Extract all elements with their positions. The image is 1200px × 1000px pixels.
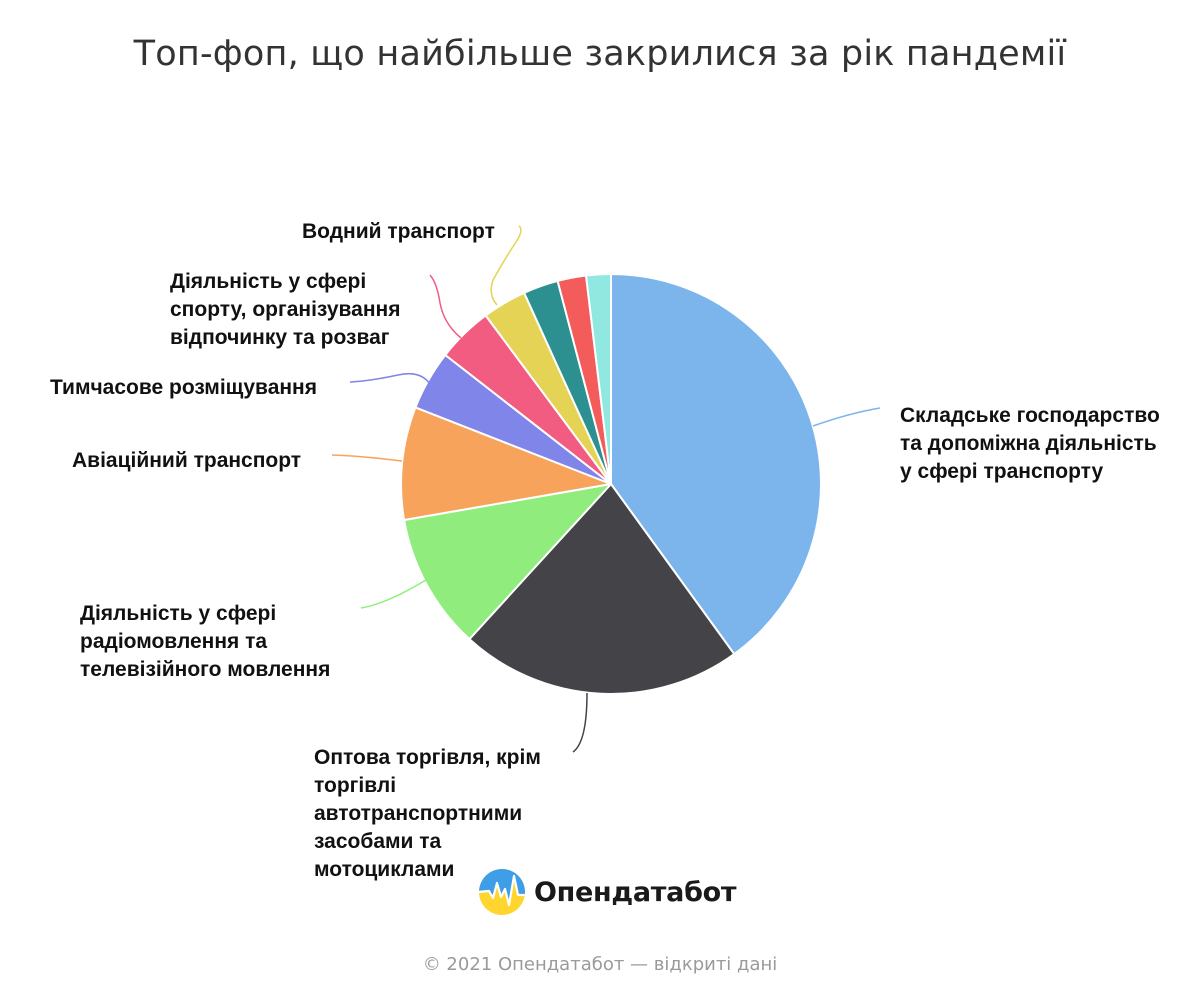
footer-credit: © 2021 Опендатабот — відкриті дані: [422, 954, 778, 975]
pie-slice-1: [468, 483, 736, 696]
pie-slice-9: [585, 273, 612, 485]
slice-label-3: Авіаційний транспорт: [72, 449, 301, 472]
slice-label-4: Тимчасове розміщування: [50, 376, 317, 399]
slice-label-6: Водний транспорт: [302, 220, 495, 243]
pie-slice-3: [400, 406, 612, 522]
label-connector-4: [349, 372, 431, 385]
chart-title: Топ-фоп, що найбільше закрилися за рік п…: [133, 34, 1067, 74]
label-connector-0: [812, 407, 881, 427]
label-connector-1: [572, 692, 588, 753]
label-connector-3: [331, 454, 403, 462]
slice-label-5: Діяльність у сфері спорту, організування в…: [170, 270, 400, 349]
pie-slice-0: [610, 273, 822, 656]
brand-logo-block: Опендатабот: [478, 866, 737, 918]
label-connector-2: [360, 579, 427, 609]
label-connector-6: [490, 225, 522, 306]
pie-slice-2: [403, 483, 612, 641]
slice-label-2: Діяльність у сфері радіомовлення та телеві…: [80, 602, 330, 681]
brand-name: Опендатабот: [534, 876, 737, 908]
label-connector-5: [429, 274, 462, 339]
slice-label-0: Складське господарство та допоміжна діяль…: [900, 404, 1160, 483]
slice-label-1: Оптова торгівля, крім торгівлі автотранспо…: [314, 746, 541, 881]
opendatabot-logo-icon: [479, 869, 525, 915]
